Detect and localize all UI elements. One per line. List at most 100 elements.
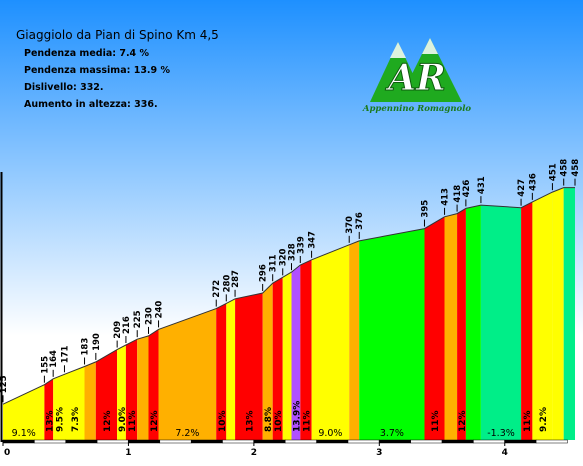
- gradient-segment: [552, 187, 564, 440]
- distance-scale-bar: [410, 439, 443, 444]
- segment-gradient-label: 11%: [302, 410, 312, 432]
- distance-scale-bar: [190, 439, 223, 444]
- segment-gradient-label: 9.5%: [55, 407, 65, 432]
- gradient-segment: [117, 345, 126, 440]
- gradient-segment: [349, 240, 360, 440]
- segment-gradient-label: 9.2%: [539, 407, 549, 432]
- distance-scale-bar: [473, 439, 506, 444]
- elevation-label: 272: [212, 280, 222, 298]
- distance-scale-bar: [316, 439, 349, 444]
- elevation-label: 320: [279, 248, 289, 266]
- elevation-label: 418: [453, 185, 463, 203]
- elevation-label: 458: [571, 159, 581, 177]
- segment-gradient-label: 9.1%: [12, 428, 36, 439]
- segment-gradient-label: 9.0%: [318, 428, 342, 439]
- elevation-label: 240: [155, 301, 165, 319]
- distance-scale-bar: [128, 439, 161, 444]
- gradient-segment: [3, 384, 45, 440]
- gradient-segment: [291, 265, 301, 440]
- segment-gradient-label: 10%: [274, 410, 284, 432]
- info-panel: Giaggiolo da Pian di Spino Km 4,5 Penden…: [16, 28, 219, 116]
- gradient-segment: [158, 308, 217, 440]
- gradient-segment: [465, 205, 481, 440]
- gradient-segment: [95, 349, 118, 440]
- segment-gradient-label: 11%: [523, 410, 533, 432]
- segment-gradient-label: 12%: [150, 410, 160, 432]
- segment-gradient-label: 8.8%: [264, 407, 274, 432]
- elevation-label: 395: [421, 200, 431, 218]
- elevation-label: 328: [288, 243, 298, 261]
- gradient-segment: [359, 228, 425, 440]
- elevation-difference: Dislivello: 332.: [24, 82, 104, 93]
- distance-scale-bar: [65, 439, 98, 444]
- distance-scale-bar: [284, 439, 317, 444]
- elevation-label: 311: [269, 254, 279, 272]
- elevation-label: 216: [122, 316, 132, 334]
- gradient-segment: [300, 259, 312, 440]
- segment-gradient-label: 11%: [431, 410, 441, 432]
- elevation-label: 171: [61, 345, 71, 363]
- segment-gradient-label: 12%: [458, 410, 468, 432]
- elevation-label: 280: [222, 275, 232, 293]
- elevation-label: 458: [560, 159, 570, 177]
- elevation-label: 347: [308, 231, 318, 249]
- elevation-label: 155: [40, 356, 50, 374]
- gradient-segment: [282, 272, 292, 440]
- gradient-segment: [125, 339, 138, 440]
- elevation-label: 296: [259, 264, 269, 282]
- profile-outline: [2, 187, 575, 405]
- elevation-label: 370: [345, 216, 355, 234]
- logo-subtitle: Appennino Romagnolo: [362, 104, 472, 114]
- segment-gradient-label: 10%: [218, 410, 228, 432]
- segment-gradient-label: 12%: [103, 410, 113, 432]
- segment-gradient-label: 13%: [45, 410, 55, 432]
- gradient-segment: [235, 293, 263, 440]
- segment-gradient-label: 13.9%: [292, 401, 302, 432]
- average-gradient: Pendenza media: 7.4 %: [24, 48, 149, 59]
- elevation-label: 376: [355, 212, 365, 230]
- distance-scale-bar: [222, 439, 255, 444]
- gradient-segment: [84, 361, 96, 440]
- elevation-label: 413: [441, 188, 451, 206]
- elevation-label: 125: [0, 375, 9, 393]
- distance-scale-bar: [34, 439, 67, 444]
- x-tick-label: 2: [251, 448, 257, 458]
- elevation-label: 230: [145, 307, 155, 325]
- elevation-label: 287: [231, 270, 241, 288]
- gradient-segment: [311, 244, 350, 440]
- gradient-segment: [53, 374, 65, 440]
- x-tick-label: 3: [376, 448, 382, 458]
- gradient-segment: [424, 216, 445, 440]
- gradient-segment: [226, 298, 236, 440]
- gradient-segment: [444, 213, 458, 440]
- elevation-label: 427: [517, 179, 527, 197]
- gradient-segment: [148, 329, 159, 440]
- elevation-label: 431: [477, 176, 487, 194]
- x-tick-label: 4: [502, 448, 508, 458]
- distance-scale-bar: [535, 439, 568, 444]
- elevation-label: 209: [113, 321, 123, 339]
- distance-scale-bar: [347, 439, 380, 444]
- logo-icon: AR: [370, 38, 462, 102]
- elevation-label: 436: [528, 173, 538, 191]
- logo-letters: AR: [385, 57, 446, 99]
- distance-scale-bar: [253, 439, 286, 444]
- total-ascent: Aumento in altezza: 336.: [24, 99, 158, 110]
- elevation-label: 339: [296, 236, 306, 254]
- segment-gradient-label: 13%: [245, 410, 255, 432]
- gradient-segment: [137, 335, 149, 440]
- elevation-label: 451: [548, 163, 558, 181]
- segment-gradient-label: -1.3%: [487, 428, 515, 439]
- gradient-segment: [480, 205, 522, 440]
- gradient-segment: [563, 187, 575, 440]
- gradient-segment: [457, 208, 466, 440]
- elevation-label: 164: [49, 350, 59, 368]
- distance-scale-bar: [379, 439, 411, 444]
- chart-title: Giaggiolo da Pian di Spino Km 4,5: [16, 28, 219, 42]
- distance-scale-bar: [96, 439, 129, 444]
- distance-scale-bar: [504, 439, 537, 444]
- segment-gradient-label: 7.2%: [175, 428, 199, 439]
- gradient-segment: [521, 201, 533, 440]
